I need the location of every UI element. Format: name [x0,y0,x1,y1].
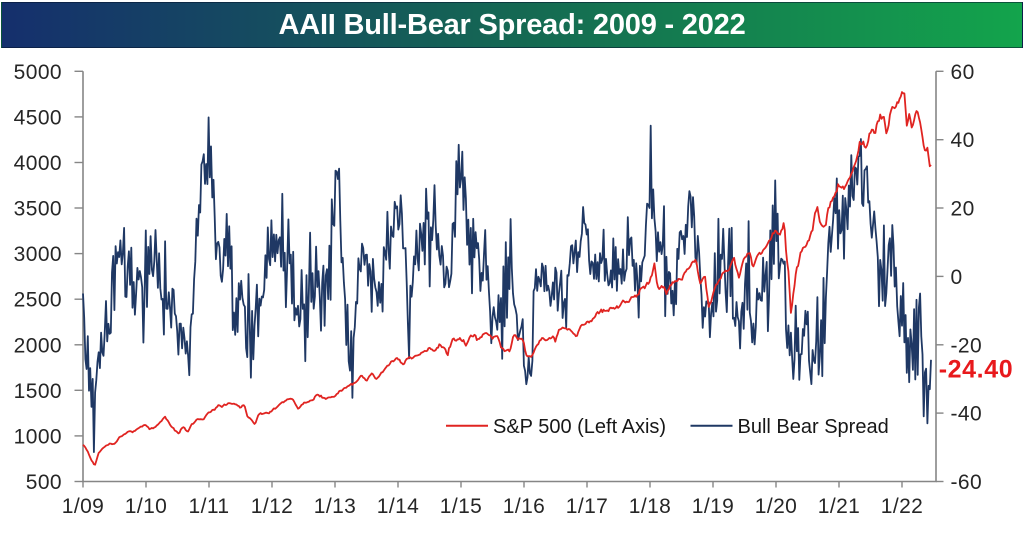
svg-text:1/17: 1/17 [566,495,608,518]
svg-text:0: 0 [951,266,963,289]
svg-text:1/12: 1/12 [251,495,293,518]
svg-text:1/16: 1/16 [503,495,545,518]
svg-text:1/21: 1/21 [818,495,860,518]
svg-text:3000: 3000 [14,243,62,266]
svg-text:1/22: 1/22 [881,495,923,518]
svg-text:-60: -60 [951,471,983,494]
svg-text:3500: 3500 [14,198,62,221]
svg-text:S&P 500 (Left Axis): S&P 500 (Left Axis) [493,416,666,438]
svg-text:1000: 1000 [14,425,62,448]
svg-text:500: 500 [26,471,62,494]
svg-text:1/20: 1/20 [755,495,797,518]
svg-text:Bull Bear Spread: Bull Bear Spread [738,416,889,438]
svg-text:1/18: 1/18 [629,495,671,518]
svg-text:60: 60 [951,61,975,84]
svg-text:2500: 2500 [14,289,62,312]
svg-text:4500: 4500 [14,106,62,129]
svg-text:1/13: 1/13 [314,495,356,518]
svg-text:1/11: 1/11 [189,495,230,518]
svg-text:4000: 4000 [14,152,62,175]
svg-text:-20: -20 [951,334,983,357]
svg-text:1/09: 1/09 [62,495,104,518]
svg-text:1/15: 1/15 [440,495,482,518]
svg-text:1/14: 1/14 [377,495,419,518]
svg-text:1500: 1500 [14,380,62,403]
svg-text:1/10: 1/10 [125,495,167,518]
svg-text:-40: -40 [951,403,983,426]
svg-text:1/19: 1/19 [692,495,734,518]
svg-text:-24.40: -24.40 [939,356,1014,384]
svg-text:40: 40 [951,129,975,152]
svg-text:20: 20 [951,198,975,221]
svg-text:5000: 5000 [14,61,62,84]
svg-text:2000: 2000 [14,334,62,357]
